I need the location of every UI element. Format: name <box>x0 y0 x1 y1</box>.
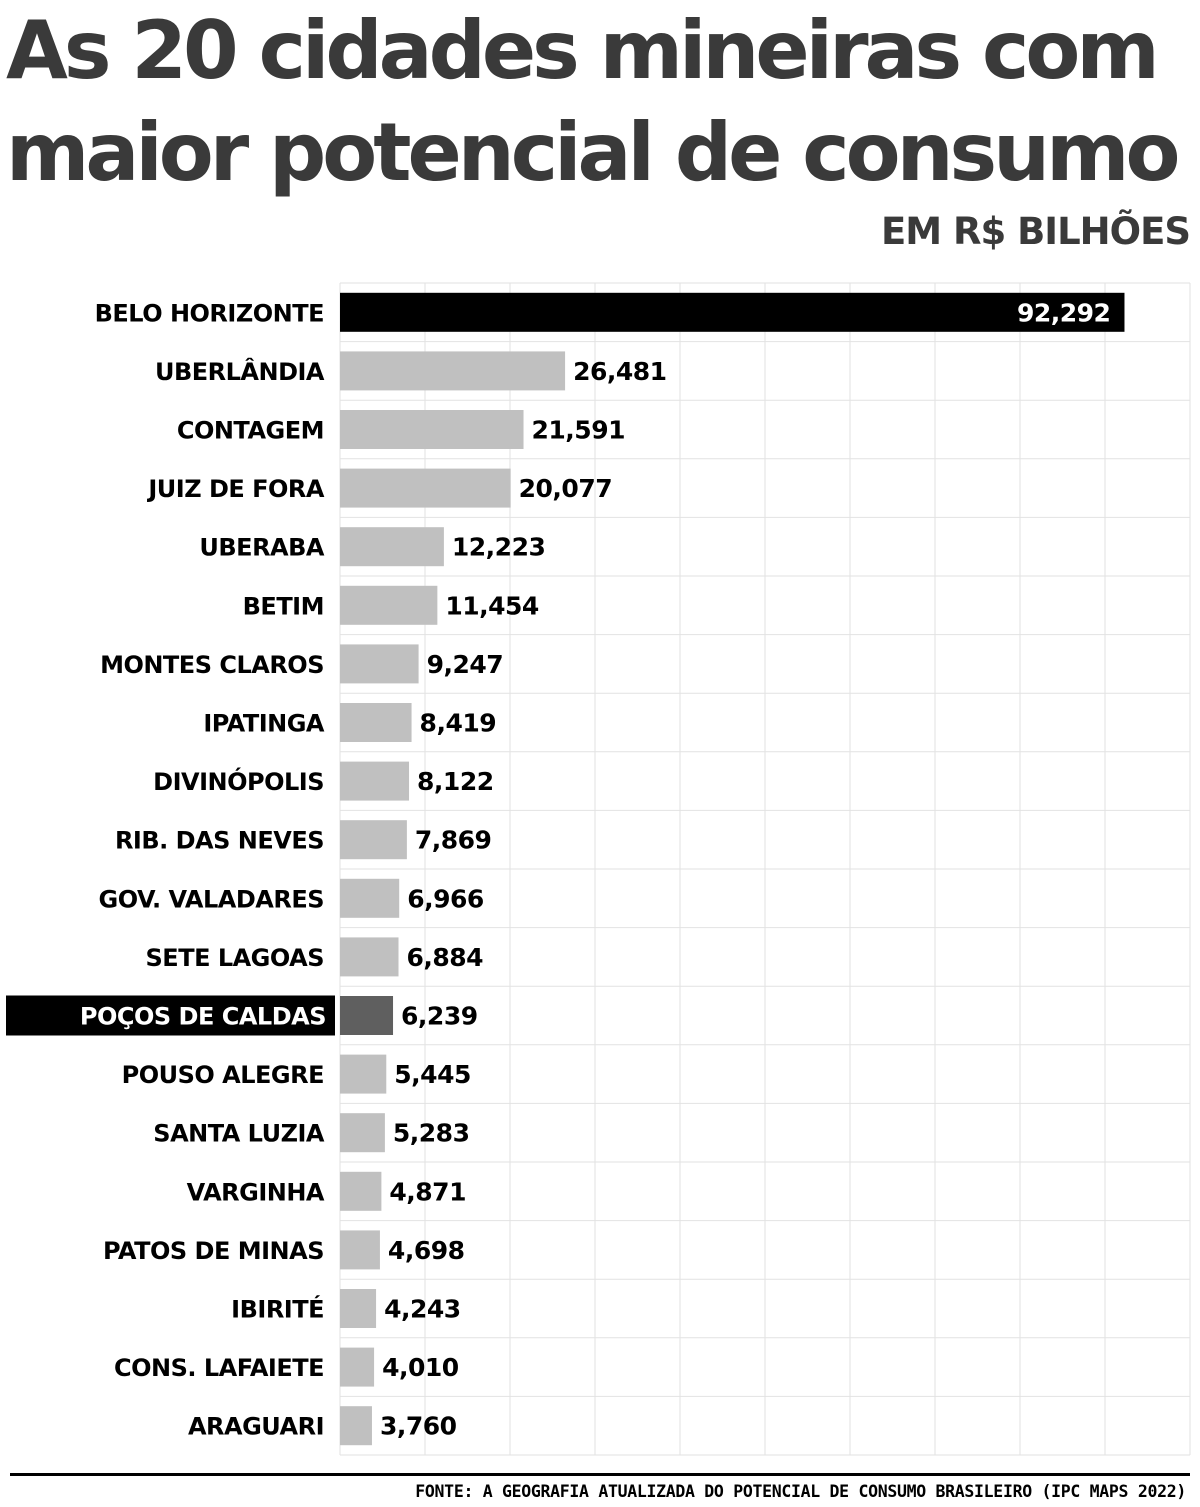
category-label: GOV. VALADARES <box>99 885 324 913</box>
data-label: 4,871 <box>389 1177 466 1206</box>
category-label: RIB. DAS NEVES <box>115 827 324 855</box>
bar-chart: BELO HORIZONTE 92,292 UBERLÂNDIA 26,481 CONT… <box>6 282 1191 1456</box>
bar <box>340 878 400 918</box>
category-label: IPATINGA <box>203 710 325 738</box>
source-note: FONTE: A GEOGRAFIA ATUALIZADA DO POTENCI… <box>415 1482 1186 1501</box>
bar <box>340 351 566 391</box>
category-label: POÇOS DE CALDAS <box>80 1003 326 1031</box>
bar <box>340 644 419 684</box>
category-label: IBIRITÉ <box>231 1295 324 1324</box>
highlight-label-background <box>6 995 335 1036</box>
bar <box>340 761 410 801</box>
bar <box>340 468 511 508</box>
source-divider <box>10 1473 1190 1476</box>
data-label: 9,247 <box>427 650 504 679</box>
bar <box>340 937 399 977</box>
category-label: UBERABA <box>199 534 325 562</box>
category-label: CONS. LAFAIETE <box>114 1354 324 1382</box>
bar <box>340 1230 380 1270</box>
bar <box>340 585 438 625</box>
data-label: 8,122 <box>417 767 494 796</box>
bar <box>340 996 394 1035</box>
data-label: 92,292 <box>1017 298 1110 327</box>
data-label: 11,454 <box>445 591 539 620</box>
category-label: POUSO ALEGRE <box>122 1061 324 1089</box>
category-label: SANTA LUZIA <box>153 1120 325 1148</box>
unit-label: EM R$ BILHÕES <box>881 210 1191 253</box>
data-label: 8,419 <box>420 709 497 738</box>
category-label: JUIZ DE FORA <box>146 475 325 503</box>
data-label: 6,884 <box>407 943 484 972</box>
category-label: MONTES CLAROS <box>100 651 324 679</box>
data-label: 5,283 <box>393 1119 470 1148</box>
bar <box>340 1289 377 1328</box>
data-label: 6,239 <box>401 1002 478 1031</box>
data-label: 21,591 <box>532 416 625 445</box>
chart-title: As 20 cidades mineiras com maior potenci… <box>6 4 1180 199</box>
bar <box>340 410 524 449</box>
data-label: 20,077 <box>519 474 612 503</box>
category-label: CONTAGEM <box>177 417 324 445</box>
category-label: BETIM <box>243 592 324 620</box>
category-label: PATOS DE MINAS <box>103 1237 324 1265</box>
bar <box>340 703 412 742</box>
data-label: 6,966 <box>407 884 484 913</box>
data-label: 4,243 <box>384 1295 461 1324</box>
bar <box>340 820 407 860</box>
bar <box>340 1054 387 1094</box>
category-label: DIVINÓPOLIS <box>153 766 324 796</box>
bar <box>340 1347 375 1387</box>
data-label: 26,481 <box>573 357 666 386</box>
data-label: 5,445 <box>394 1060 471 1089</box>
bar <box>340 292 1125 332</box>
category-label: ARAGUARI <box>188 1413 324 1441</box>
data-label: 7,869 <box>415 826 492 855</box>
bar <box>340 527 444 567</box>
bar <box>340 1171 382 1211</box>
data-label: 3,760 <box>380 1412 457 1441</box>
category-label: UBERLÂNDIA <box>155 357 325 386</box>
bar <box>340 1113 385 1153</box>
category-label: BELO HORIZONTE <box>95 299 324 327</box>
category-label: SETE LAGOAS <box>146 944 324 972</box>
data-label: 4,698 <box>388 1236 465 1265</box>
data-label: 4,010 <box>382 1353 459 1382</box>
category-label: VARGINHA <box>187 1178 325 1206</box>
bar <box>340 1406 372 1446</box>
data-label: 12,223 <box>452 533 545 562</box>
